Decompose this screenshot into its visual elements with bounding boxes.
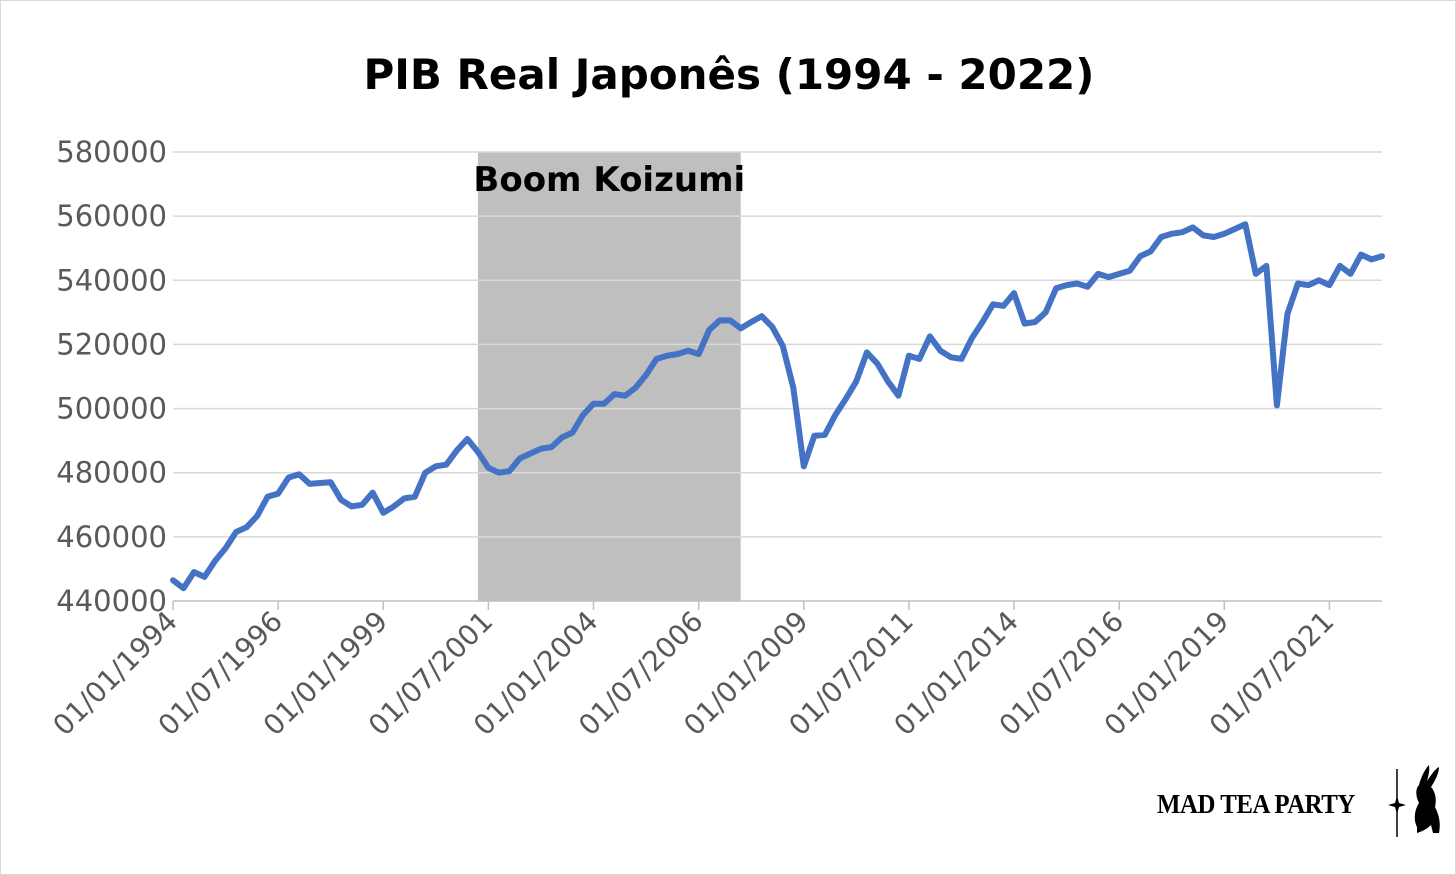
y-tick-label: 580000 xyxy=(56,135,167,169)
gdp-series-line xyxy=(170,221,1385,592)
y-tick-label: 520000 xyxy=(56,327,167,361)
y-tick-label: 440000 xyxy=(56,584,167,618)
y-tick-label: 500000 xyxy=(56,392,167,426)
chart-title: PIB Real Japonês (1994 - 2022) xyxy=(364,50,1095,99)
y-tick-label: 460000 xyxy=(56,520,167,554)
koizumi-label: Boom Koizumi xyxy=(473,160,745,200)
logo-text: MAD TEA PARTY xyxy=(1157,789,1355,819)
koizumi-band xyxy=(477,152,741,601)
rabbit-silhouette-icon xyxy=(1388,765,1440,837)
y-tick-label: 480000 xyxy=(56,456,167,490)
y-tick-label: 560000 xyxy=(56,199,167,233)
mad-tea-party-logo: MAD TEA PARTY xyxy=(1157,763,1447,843)
y-tick-label: 540000 xyxy=(56,263,167,297)
